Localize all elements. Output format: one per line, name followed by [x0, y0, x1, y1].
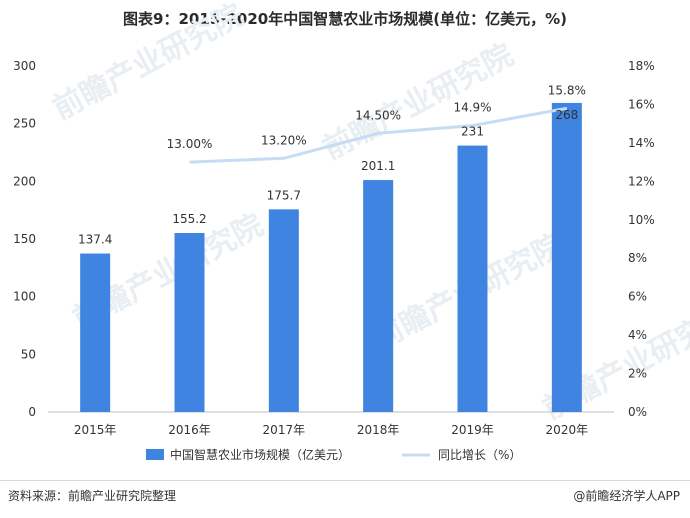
left-axis-tick-label: 100 [13, 290, 36, 304]
line-value-label: 15.8% [548, 83, 586, 97]
legend-bar-label: 中国智慧农业市场规模（亿美元） [170, 447, 350, 462]
bar-value-label: 231 [461, 125, 484, 139]
left-axis-tick-label: 150 [13, 232, 36, 246]
right-axis-tick-label: 10% [628, 213, 655, 227]
axes: 0 50 100 150 200 250 300 0% 2% 4% 6% 8% 10% 12% 14% 16%… [13, 59, 655, 437]
line-value-label: 14.9% [453, 101, 491, 115]
watermark-text: 前瞻产业研究院 [47, 0, 249, 127]
growth-line [189, 106, 568, 164]
bar-value-label: 175.7 [267, 188, 301, 202]
bar [551, 102, 582, 412]
right-axis-tick-label: 8% [628, 251, 647, 265]
line-value-label: 13.20% [261, 133, 307, 147]
bar [174, 233, 205, 412]
chart-title: 图表9：2015-2020年中国智慧农业市场规模(单位：亿美元，%) [123, 10, 567, 28]
line-value-label: 13.00% [167, 137, 213, 151]
bar [80, 253, 111, 412]
right-axis-tick-label: 16% [628, 97, 655, 111]
right-axis-tick-label: 6% [628, 290, 647, 304]
left-axis-tick-label: 50 [21, 347, 36, 361]
right-axis-tick-label: 12% [628, 174, 655, 188]
legend-bar-swatch [146, 449, 164, 460]
left-axis-tick-label: 300 [13, 59, 36, 73]
right-axis-tick-label: 14% [628, 136, 655, 150]
x-axis-tick-label: 2016年 [168, 423, 211, 437]
bar [363, 180, 394, 412]
bar-value-label: 201.1 [361, 159, 395, 173]
x-axis-tick-label: 2015年 [74, 423, 117, 437]
x-axis-tick-label: 2017年 [263, 423, 306, 437]
bar-series [80, 102, 582, 412]
left-axis-tick-label: 250 [13, 117, 36, 131]
source-note: 资料来源：前瞻产业研究院整理 [8, 489, 177, 503]
x-axis-tick-label: 2018年 [357, 423, 400, 437]
right-axis-tick-label: 18% [628, 59, 655, 73]
data-labels: 137.4 155.2 175.7 201.1 231 268 13.00% 13.20% 14… [78, 83, 586, 246]
x-axis-tick-label: 2019年 [451, 423, 494, 437]
legend: 中国智慧农业市场规模（亿美元） 同比增长（%） [146, 447, 521, 462]
footer-divider [0, 480, 690, 481]
right-axis-tick-label: 2% [628, 367, 647, 381]
bar-value-label: 155.2 [172, 212, 206, 226]
bar [268, 209, 299, 412]
line-value-label: 14.50% [355, 108, 401, 122]
bar [457, 145, 488, 412]
left-axis-tick-label: 200 [13, 174, 36, 188]
line-series [189, 106, 568, 164]
left-axis-tick-label: 0 [28, 405, 36, 419]
x-axis-tick-label: 2020年 [546, 423, 589, 437]
legend-line-label: 同比增长（%） [438, 448, 521, 462]
bar-value-label: 268 [555, 108, 578, 122]
right-axis-tick-label: 0% [628, 405, 647, 419]
app-credit: @前瞻经济学人APP [573, 489, 680, 503]
right-axis-tick-label: 4% [628, 328, 647, 342]
bar-value-label: 137.4 [78, 233, 112, 247]
